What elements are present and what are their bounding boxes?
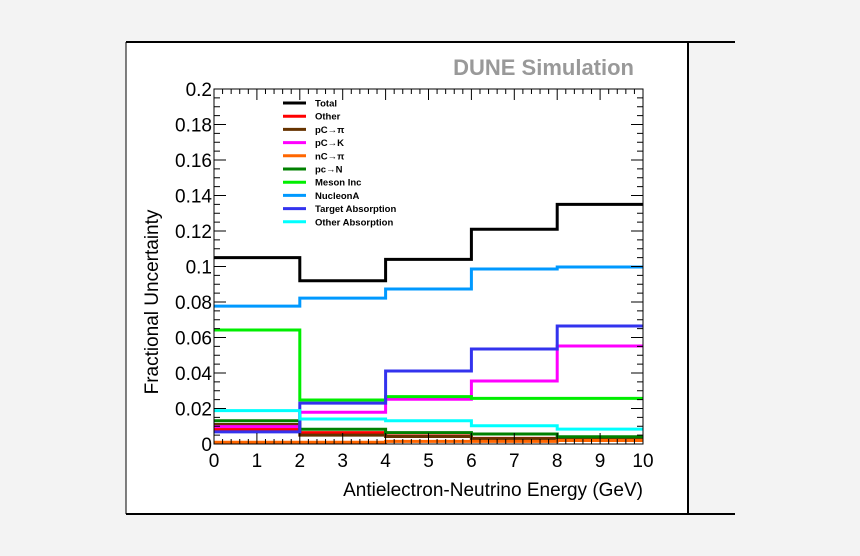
x-axis-label: Antielectron-Neutrino Energy (GeV) (343, 480, 643, 501)
x-tick-label: 1 (252, 451, 263, 472)
y-tick-label: 0.14 (175, 187, 212, 208)
y-tick-label: 0.02 (175, 400, 212, 421)
x-tick-label: 7 (509, 451, 520, 472)
legend-label: NucleonA (315, 191, 359, 202)
y-tick-label: 0 (201, 435, 212, 456)
x-tick-label: 9 (595, 451, 606, 472)
y-tick-label: 0.18 (175, 116, 212, 137)
x-tick-label: 3 (337, 451, 348, 472)
legend-label: pC→K (315, 138, 344, 149)
x-tick-label: 10 (632, 451, 653, 472)
legend-label: pC→π (315, 125, 345, 136)
legend-label: nC→π (315, 151, 345, 162)
y-axis-label: Fractional Uncertainty (142, 209, 163, 394)
x-tick-label: 4 (380, 451, 391, 472)
y-tick-label: 0.2 (186, 80, 212, 101)
x-tick-label: 0 (209, 451, 220, 472)
x-tick-label: 5 (423, 451, 434, 472)
series-line-7 (214, 265, 643, 308)
y-tick-label: 0.08 (175, 293, 212, 314)
x-tick-label: 2 (295, 451, 306, 472)
series-line-0 (214, 202, 643, 283)
legend-label: pc→N (315, 165, 343, 176)
legend-label: Other Absorption (315, 217, 393, 228)
y-tick-label: 0.16 (175, 151, 212, 172)
y-tick-label: 0.04 (175, 364, 212, 385)
x-tick-label: 6 (466, 451, 477, 472)
legend-label: Meson Inc (315, 178, 361, 189)
series-line-9 (214, 409, 643, 431)
y-tick-label: 0.12 (175, 222, 212, 243)
y-tick-label: 0.1 (186, 258, 212, 279)
legend-label: Other (315, 112, 341, 123)
x-tick-label: 8 (552, 451, 563, 472)
chart-title: DUNE Simulation (453, 55, 634, 80)
legend-label: Target Absorption (315, 204, 396, 215)
y-tick-label: 0.06 (175, 329, 212, 350)
legend-label: Total (315, 99, 337, 110)
